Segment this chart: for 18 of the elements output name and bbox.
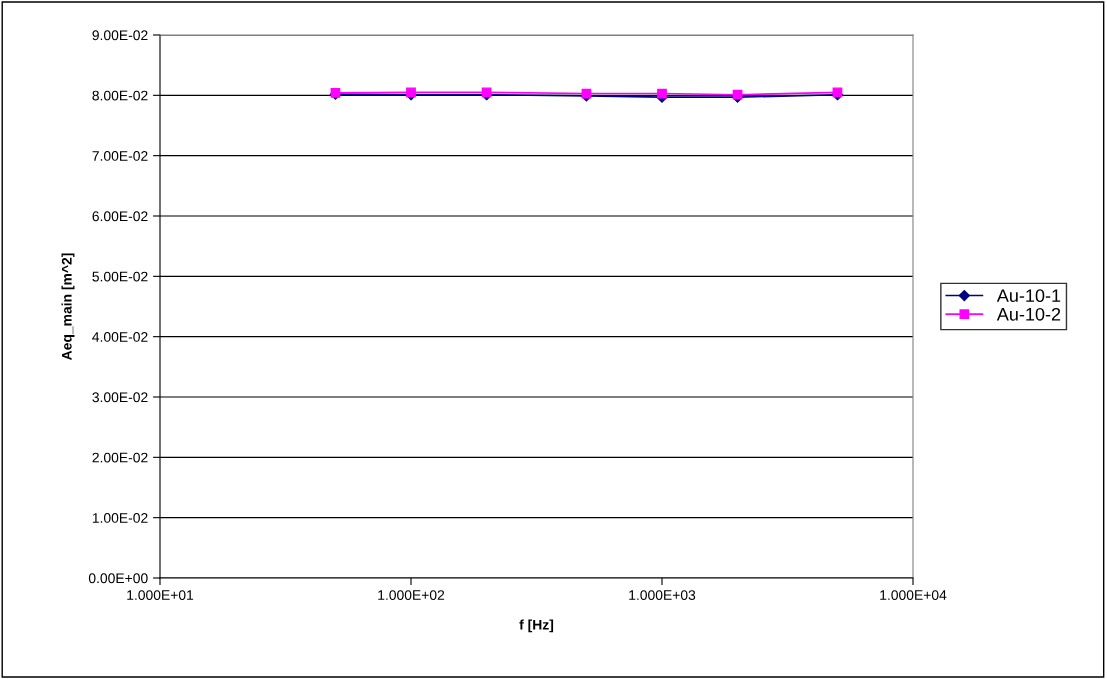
y-tick-label: 2.00E-02 <box>92 452 148 463</box>
legend-label: Au-10-1 <box>996 289 1061 303</box>
y-tick-label: 0.00E+00 <box>88 573 148 584</box>
y-tick-label: 6.00E-02 <box>92 211 148 222</box>
y-tick-label: 9.00E-02 <box>92 30 148 41</box>
y-tick-label: 3.00E-02 <box>92 392 148 403</box>
y-tick-label: 1.00E-02 <box>92 513 148 523</box>
y-axis-title: Aeq_main [m^2] <box>61 253 75 360</box>
x-tick-label: 1.000E+01 <box>127 590 194 601</box>
x-tick-label: 1.000E+04 <box>880 590 947 601</box>
x-axis-title: f [Hz] <box>519 619 554 633</box>
y-tick-label: 8.00E-02 <box>92 90 148 101</box>
legend-label: Au-10-2 <box>996 307 1061 321</box>
y-tick-label: 7.00E-02 <box>92 151 148 161</box>
y-tick-label: 5.00E-02 <box>92 271 148 282</box>
x-tick-label: 1.000E+03 <box>629 590 696 601</box>
y-tick-label: 4.00E-02 <box>92 332 148 342</box>
x-tick-label: 1.000E+02 <box>378 590 445 601</box>
